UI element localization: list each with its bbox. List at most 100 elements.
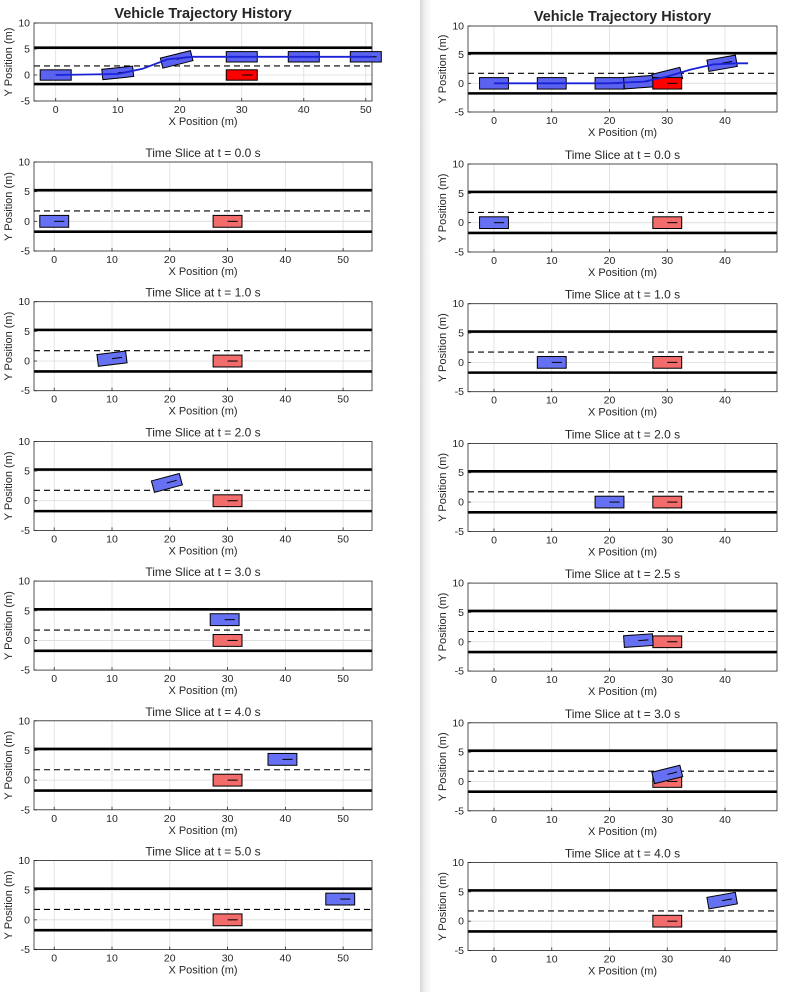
fig-right-slice-0-plot-area bbox=[468, 164, 777, 252]
fig-right-slice-2-xtick-label: 0 bbox=[491, 534, 497, 546]
fig-left-slice-0-plot-area bbox=[34, 162, 372, 251]
fig-left-slice-1-ytick-label: 10 bbox=[18, 296, 30, 308]
fig-right-history-frame bbox=[467, 25, 778, 113]
fig-left-slice-2-xtick-label: 10 bbox=[106, 533, 118, 545]
fig-right-slice-2-xlabel: X Position (m) bbox=[588, 546, 657, 558]
fig-right-slice-5-frame bbox=[467, 862, 778, 951]
fig-left-slice-2-ego-heading bbox=[166, 479, 177, 484]
fig-right-slice-1-xtick-label: 40 bbox=[719, 395, 731, 407]
fig-left-slice-0-xtick-label: 20 bbox=[164, 254, 176, 266]
fig-left-slice-4-xtick-label: 50 bbox=[337, 813, 349, 825]
fig-right-slice-2-frame bbox=[467, 442, 778, 532]
fig-right-slice-2-xtick-label: 10 bbox=[546, 534, 558, 546]
fig-right-history-axes: 0 10 20 30 40 -5 0 5 10 X Position (m) Y Position … bbox=[437, 9, 778, 139]
fig-right-slice-2-ytick-label: 0 bbox=[458, 497, 464, 509]
fig-left-slice-1-xtick-label: 10 bbox=[106, 394, 118, 406]
fig-left-slice-3-ytick-label: 5 bbox=[24, 605, 30, 617]
fig-left-history-obstacle bbox=[225, 69, 258, 81]
fig-right-slice-0-ylabel: Y Position (m) bbox=[437, 174, 449, 243]
fig-right-slice-3-xtick-label: 0 bbox=[491, 674, 497, 686]
fig-right-history-ego-5-heading bbox=[722, 61, 733, 64]
fig-right-slice-1-obstacle bbox=[652, 356, 683, 369]
fig-left-slice-2-axes: 0 10 20 30 40 50 -5 0 5 10 X Position (m) Y Positio… bbox=[3, 425, 373, 557]
fig-right-history-path bbox=[494, 62, 749, 85]
fig-right-slice-1-frame bbox=[467, 303, 778, 393]
fig-left-slice-2-xlabel: X Position (m) bbox=[168, 545, 237, 557]
fig-left-slice-2-plot-area bbox=[34, 441, 372, 531]
fig-left-history-ytick-label: 10 bbox=[18, 18, 30, 30]
fig-right-history-xtick-label: 40 bbox=[719, 115, 731, 127]
fig-right-slice-5-xlabel: X Position (m) bbox=[588, 966, 657, 978]
fig-left-slice-5-ytick-label: 10 bbox=[18, 855, 30, 867]
fig-left-history-ytick-label: 5 bbox=[24, 44, 30, 56]
fig-left-slice-0-title: Time Slice at t = 0.0 s bbox=[145, 146, 260, 160]
fig-left-slice-0-ytick-label: -5 bbox=[21, 246, 30, 258]
fig-left-slice-5-xlabel: X Position (m) bbox=[168, 965, 237, 977]
fig-right-slice-3-frame bbox=[467, 582, 778, 672]
fig-left-slice-3-xtick-label: 0 bbox=[51, 673, 57, 685]
fig-right-slice-2-title: Time Slice at t = 2.0 s bbox=[565, 427, 680, 441]
fig-right-slice-1-ytick-label: 5 bbox=[458, 328, 464, 340]
fig-left-history-xtick-label: 30 bbox=[236, 104, 248, 116]
fig-right-slice-3-xtick-label: 30 bbox=[661, 674, 673, 686]
fig-right-history-xtick-label: 10 bbox=[546, 115, 558, 127]
fig-right-slice-3-title: Time Slice at t = 2.5 s bbox=[565, 567, 680, 581]
fig-right-slice-0-obstacle bbox=[652, 216, 683, 230]
fig-left-slice-2-ytick-label: 10 bbox=[18, 436, 30, 448]
fig-right-slice-5-axes: 0 10 20 30 40 -5 0 5 10 X Position (m) Y Position … bbox=[437, 847, 778, 978]
fig-left-slice-5-ego bbox=[325, 892, 356, 906]
fig-right-slice-5-ylabel: Y Position (m) bbox=[437, 872, 449, 941]
fig-left-history-xtick-label: 50 bbox=[360, 104, 372, 116]
fig-right-slice-1-title: Time Slice at t = 1.0 s bbox=[565, 288, 680, 302]
fig-right-slice-2-ego bbox=[594, 495, 625, 509]
fig-right-slice-4-xtick-label: 10 bbox=[546, 814, 558, 826]
fig-right-slice-2-obstacle bbox=[652, 495, 683, 509]
fig-right-history-ytick-label: 10 bbox=[452, 21, 464, 33]
fig-left-slice-2-ylabel: Y Position (m) bbox=[3, 451, 15, 520]
fig-right-slice-4-ylabel: Y Position (m) bbox=[437, 732, 449, 801]
fig-left-slice-2-xtick-label: 30 bbox=[222, 533, 234, 545]
fig-left-slice-2-title: Time Slice at t = 2.0 s bbox=[145, 425, 260, 439]
fig-right-history-ytick-label: 0 bbox=[458, 78, 464, 90]
figure-left: 0 10 20 30 40 50 -5 0 5 10 X Position (m) Y Positio… bbox=[3, 6, 382, 977]
fig-right-slice-2-xtick-label: 30 bbox=[661, 534, 673, 546]
fig-right-history-xtick-label: 30 bbox=[661, 115, 673, 127]
fig-left-slice-0-ytick-label: 10 bbox=[18, 157, 30, 169]
fig-left-slice-1-xtick-label: 20 bbox=[164, 394, 176, 406]
fig-left-slice-5-axes: 0 10 20 30 40 50 -5 0 5 10 X Position (m) Y Positio… bbox=[3, 845, 373, 977]
fig-left-history-path bbox=[55, 55, 372, 76]
fig-right-history-plot-area bbox=[468, 26, 777, 112]
fig-left-slice-5-xtick-label: 40 bbox=[279, 953, 291, 965]
fig-left-slice-4-obstacle bbox=[212, 773, 243, 787]
fig-right-history-obstacle-body bbox=[652, 77, 683, 90]
fig-left-history-ylabel: Y Position (m) bbox=[3, 28, 15, 97]
fig-right-slice-5-ytick-label: 0 bbox=[458, 916, 464, 928]
fig-left-slice-2-ytick-label: 0 bbox=[24, 495, 30, 507]
fig-right-slice-1-ytick-label: -5 bbox=[455, 386, 464, 398]
fig-right-slice-5-obstacle-body bbox=[652, 914, 683, 928]
fig-right-slice-0-ytick-label: -5 bbox=[455, 247, 464, 259]
fig-left-slice-3-xtick-label: 40 bbox=[279, 673, 291, 685]
fig-left-history-xtick-label: 20 bbox=[174, 104, 186, 116]
fig-left-slice-0-xtick-label: 40 bbox=[279, 254, 291, 266]
fig-left-slice-1-obstacle bbox=[212, 354, 243, 368]
window-divider bbox=[420, 0, 432, 992]
fig-right-slice-5-obstacle bbox=[652, 914, 683, 928]
fig-left-history-plot-area bbox=[34, 23, 372, 101]
fig-left-history-xtick-label: 0 bbox=[53, 104, 59, 116]
fig-right-slice-5-ytick-label: 5 bbox=[458, 886, 464, 898]
figure-right-canvas: 0 10 20 30 40 -5 0 5 10 X Position (m) Y Position … bbox=[437, 9, 778, 978]
fig-right-slice-3-ylabel: Y Position (m) bbox=[437, 593, 449, 662]
fig-left-slice-0-ego bbox=[39, 214, 70, 228]
fig-left-slice-2-xtick-label: 0 bbox=[51, 533, 57, 545]
fig-right-slice-1-xlabel: X Position (m) bbox=[588, 407, 657, 419]
fig-left-slice-5-xtick-label: 30 bbox=[222, 953, 234, 965]
fig-right-slice-2-ytick-label: 5 bbox=[458, 467, 464, 479]
fig-left-slice-1-xtick-label: 0 bbox=[51, 394, 57, 406]
fig-left-slice-4-xtick-label: 20 bbox=[164, 813, 176, 825]
fig-left-slice-1-plot-area bbox=[34, 301, 372, 391]
fig-right-slice-3-xtick-label: 20 bbox=[604, 674, 616, 686]
fig-left-history-ytick-label: 0 bbox=[24, 70, 30, 82]
fig-left-slice-4-xlabel: X Position (m) bbox=[168, 825, 237, 837]
fig-right-slice-3-ytick-label: -5 bbox=[455, 666, 464, 678]
